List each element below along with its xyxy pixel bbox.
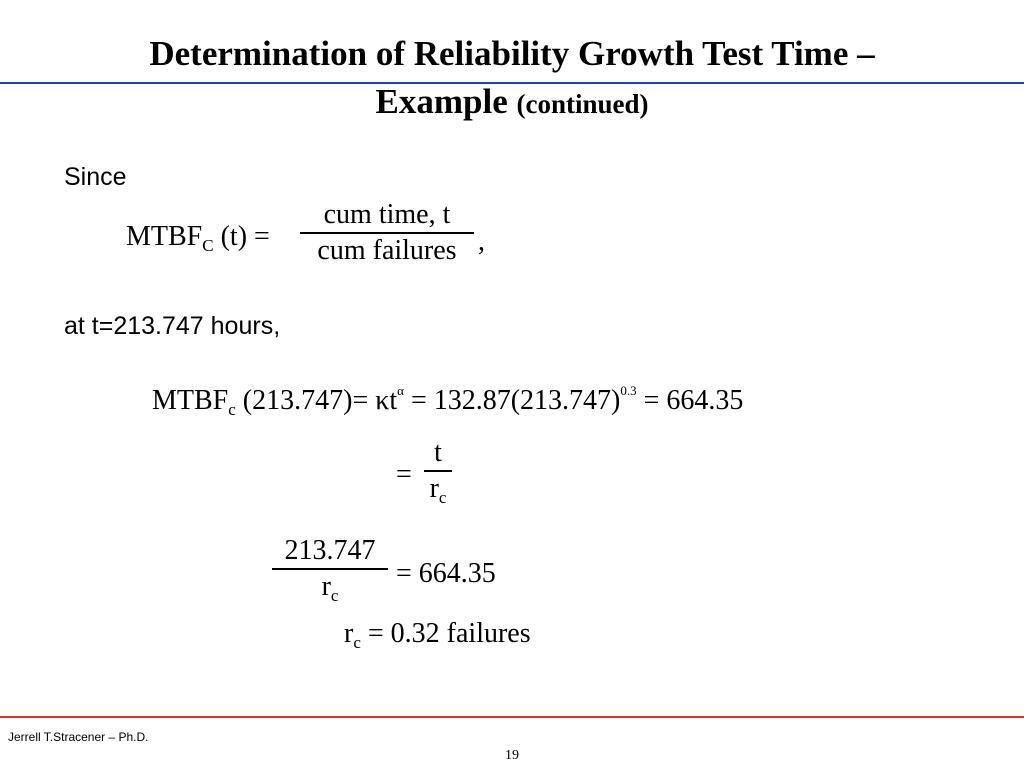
eq4-denominator: rc — [272, 570, 388, 613]
eq2-exponent: 0.3 — [620, 383, 637, 398]
eq5: rc = 0.32 failures — [344, 618, 531, 653]
eq3-r: r — [429, 472, 439, 504]
eq1-fraction: cum time, t cum failures — [300, 198, 474, 268]
page-number: 19 — [505, 748, 519, 763]
footer-divider — [0, 716, 1024, 718]
eq1-lhs: MTBFC (t) = — [126, 221, 270, 256]
eq4-fraction-bar — [272, 568, 388, 570]
eq4-fraction: 213.747 rc — [272, 534, 388, 613]
eq1-trailing-comma: , — [478, 226, 485, 257]
eq1-numerator: cum time, t — [323, 199, 451, 230]
title-divider — [0, 82, 1024, 84]
eq1-sub: C — [202, 236, 214, 255]
eq3-fraction: t rc — [424, 436, 452, 515]
eq3-fraction-bar — [424, 470, 452, 472]
eq5-sub: c — [353, 633, 361, 652]
slide-title: Determination of Reliability Growth Test… — [0, 30, 1024, 128]
eq1-mtbf: MTBF — [126, 221, 203, 252]
eq4-result: = 664.35 — [396, 558, 496, 589]
eq3-denominator: rc — [424, 472, 452, 515]
eq1-fraction-bar — [300, 232, 474, 234]
eq2-sub: c — [228, 400, 236, 419]
eq5-r: r — [344, 618, 354, 649]
eq2-kappa-t: (213.747)= κt — [242, 385, 398, 416]
eq3-numerator: t — [434, 437, 442, 468]
title-continued: (continued) — [516, 89, 649, 119]
eq5-rhs: = 0.32 failures — [367, 618, 531, 649]
at-t-text: at t=213.747 hours, — [64, 312, 281, 340]
eq3-equals: = — [396, 459, 412, 490]
eq4-sub: c — [330, 585, 339, 605]
eq4-r: r — [321, 570, 331, 602]
since-text: Since — [64, 163, 127, 191]
eq3-sub: c — [438, 487, 447, 507]
eq1-denominator: cum failures — [317, 234, 457, 266]
title-line-1: Determination of Reliability Growth Test… — [149, 34, 875, 73]
eq2-mtbf: MTBF — [152, 385, 229, 416]
title-line-2: Example (continued) — [0, 78, 1024, 128]
eq1-arg: (t) = — [220, 221, 270, 252]
eq2-alpha: α — [397, 383, 404, 398]
eq2-result: = 664.35 — [643, 385, 744, 416]
footer-author: Jerrell T.Stracener – Ph.D. — [8, 730, 149, 744]
title-main: Example — [375, 82, 508, 121]
eq4-numerator: 213.747 — [284, 535, 376, 566]
eq2: MTBFc (213.747)= κtα = 132.87(213.747)0.… — [152, 383, 743, 420]
eq2-rhs: = 132.87(213.747) — [410, 385, 621, 416]
